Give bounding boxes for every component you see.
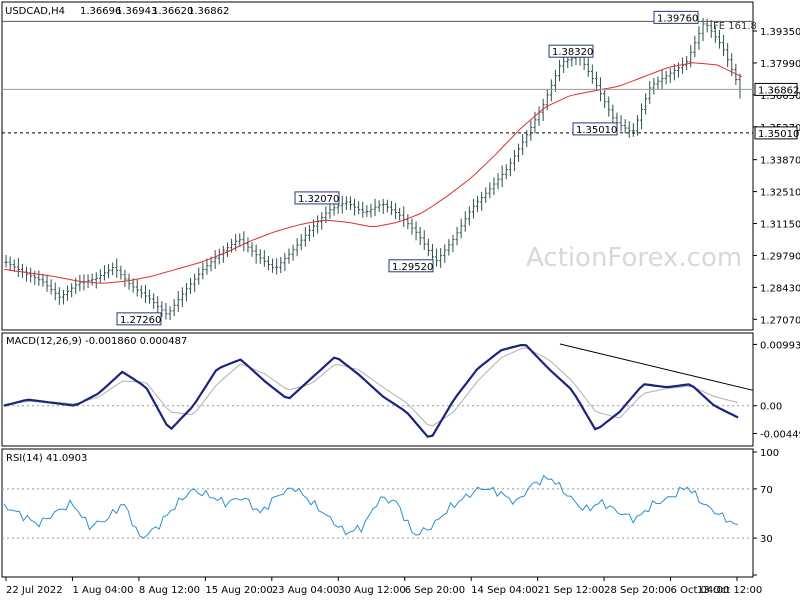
x-tick-label: 15 Aug 20:00 — [205, 585, 272, 596]
price-label-box — [572, 122, 618, 136]
x-tick-label: 23 Aug 04:00 — [272, 585, 339, 596]
chart-marks: 1.393501.379901.366301.352701.338701.325… — [2, 10, 800, 596]
header-low: 1.36620 — [152, 6, 193, 17]
price-label: 1.27260 — [120, 315, 161, 326]
macd-tick-label: -0.004492 — [760, 429, 800, 440]
x-tick-label: 28 Sep 20:00 — [604, 585, 671, 596]
x-tick-label: 1 Aug 04:00 — [72, 585, 133, 596]
macd-tick-label: 0.00 — [760, 402, 782, 413]
rsi-title: RSI(14) 41.0903 — [6, 453, 87, 464]
x-tick-label: 30 Aug 12:00 — [338, 585, 405, 596]
rsi-tick-label: 30 — [760, 534, 773, 545]
price-label: 1.35010 — [576, 125, 617, 136]
rsi-panel-frame — [1, 448, 754, 578]
price-label: 1.32070 — [298, 194, 339, 205]
price-tick-label: 1.36630 — [760, 91, 800, 102]
price-tick-label: 1.29790 — [760, 251, 800, 262]
rsi-tick-label: 70 — [760, 485, 773, 496]
x-tick-label: 14 Sep 04:00 — [471, 585, 538, 596]
price-label-box — [116, 312, 162, 326]
macd-signal-line — [3, 347, 739, 427]
level-price-badge-box — [754, 126, 798, 140]
price-label-box — [653, 10, 699, 24]
x-tick-label: 6 Oct 04:00 — [671, 585, 730, 596]
macd-line — [3, 343, 739, 438]
price-tick-label: 1.39350 — [760, 27, 800, 38]
header-high: 1.36943 — [116, 6, 157, 17]
header-open: 1.36696 — [80, 6, 121, 17]
price-tick-label: 1.33870 — [760, 156, 800, 167]
price-label: 1.29520 — [392, 262, 433, 273]
fe-annotation: FE 161.8 — [713, 21, 757, 32]
macd-title: MACD(12,26,9) -0.001860 0.000487 — [6, 336, 187, 347]
watermark: ActionForex.com — [526, 243, 742, 273]
current-price-badge-box — [754, 82, 798, 96]
x-tick-label: 8 Aug 12:00 — [139, 585, 200, 596]
price-tick-label: 1.28430 — [760, 283, 800, 294]
price-label: 1.39760 — [657, 13, 698, 24]
x-tick-label: 13 Oct 12:00 — [697, 585, 762, 596]
price-tick-label: 1.27070 — [760, 315, 800, 326]
macd-tick-label: 0.009936 — [760, 340, 800, 351]
price-tick-label: 1.32510 — [760, 188, 800, 199]
price-tick-label: 1.31150 — [760, 220, 800, 231]
header-symbol: USDCAD,H4 — [5, 6, 65, 17]
header-close: 1.36862 — [188, 6, 229, 17]
x-tick-label: 22 Jul 2022 — [6, 585, 63, 596]
x-tick-label: 6 Sep 20:00 — [405, 585, 465, 596]
price-label-box — [548, 44, 594, 58]
price-label: 1.38320 — [552, 47, 593, 58]
price-tick-label: 1.37990 — [760, 59, 800, 70]
moving-average-line — [3, 62, 743, 284]
rsi-line — [3, 474, 739, 539]
price-panel-frame — [1, 1, 754, 331]
macd-panel-frame — [1, 332, 754, 447]
level-price-badge: 1.35010 — [758, 129, 799, 140]
x-tick-label: 21 Sep 12:00 — [538, 585, 605, 596]
price-label-box — [388, 259, 434, 273]
rsi-tick-label: 100 — [760, 448, 779, 459]
price-label-box — [294, 191, 340, 205]
macd-trendline — [559, 343, 754, 391]
current-price-badge: 1.36862 — [758, 85, 799, 96]
